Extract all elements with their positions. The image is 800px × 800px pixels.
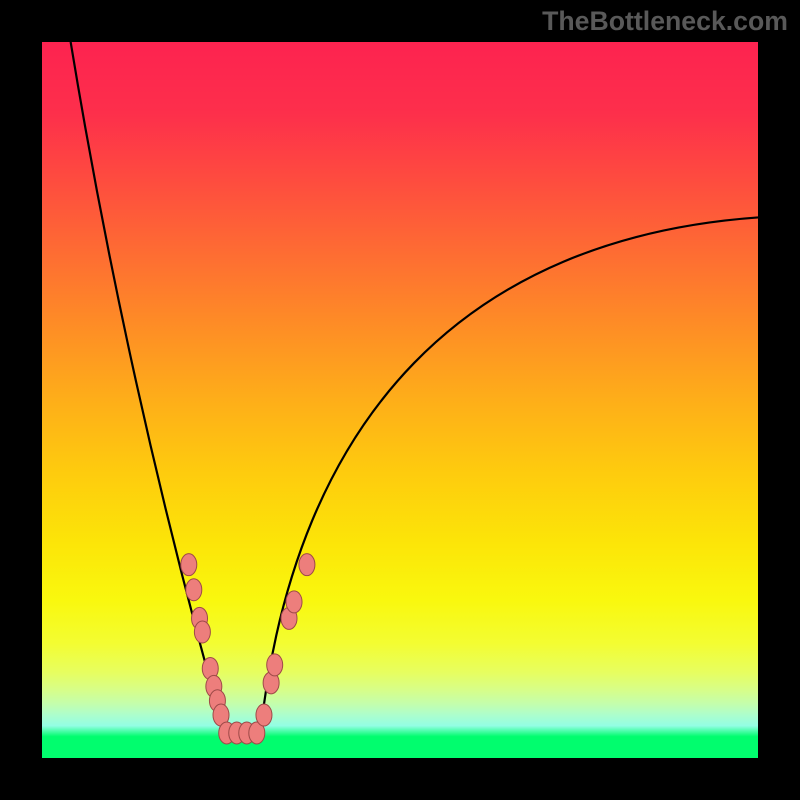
chart-svg [0,0,800,800]
chart-stage: TheBottleneck.com [0,0,800,800]
marker-right [299,554,315,576]
marker-right [256,704,272,726]
plot-background [42,42,758,758]
marker-left [181,554,197,576]
marker-right [267,654,283,676]
marker-left [186,579,202,601]
marker-left [194,621,210,643]
marker-right [286,591,302,613]
